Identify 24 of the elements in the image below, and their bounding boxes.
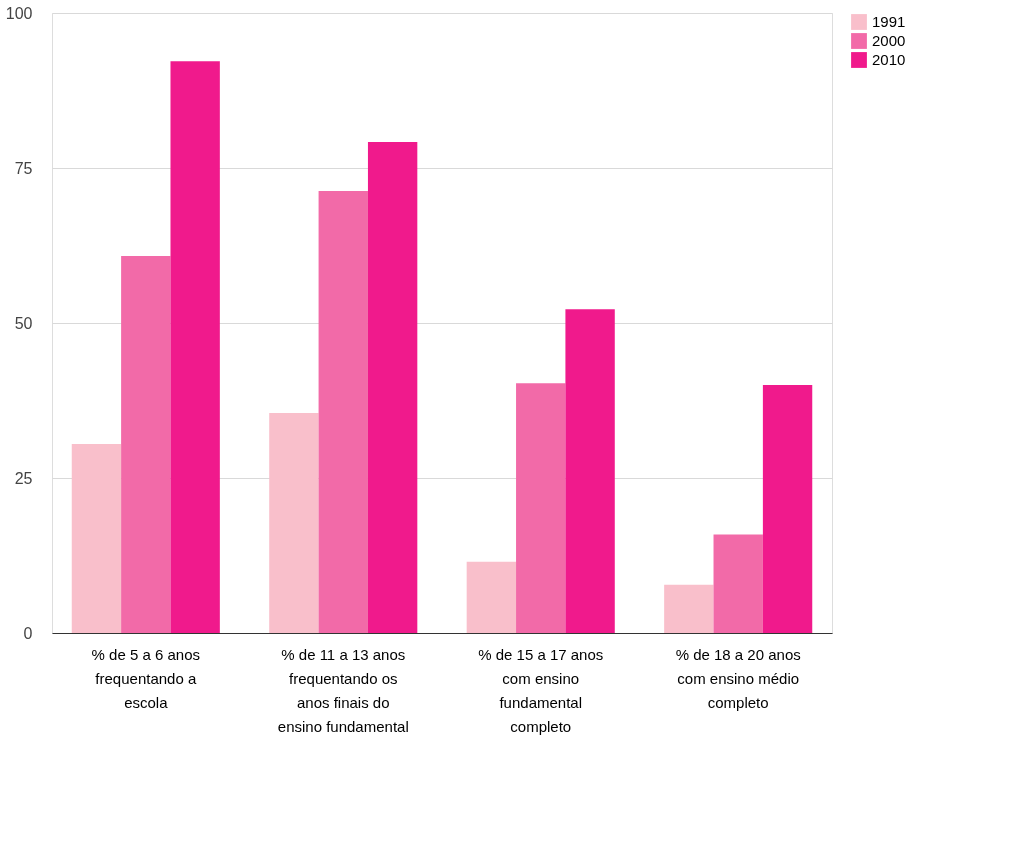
- bar: [762, 385, 813, 633]
- y-tick-label: 50: [14, 314, 33, 332]
- y-tick-label: 75: [14, 159, 33, 177]
- bar: [121, 256, 171, 633]
- x-tick-label: % de 18 a 20 anos com ensino médio completo: [675, 645, 801, 711]
- bar: [367, 141, 418, 633]
- bar: [269, 412, 319, 633]
- x-tick-label: % de 15 a 17 anos com ensino fundamental completo: [478, 645, 604, 735]
- bar: [170, 61, 220, 633]
- x-tick-label: % de 5 a 6 anos frequentando a escola: [91, 645, 201, 711]
- bar: [318, 190, 368, 633]
- bar: [713, 534, 763, 633]
- y-tick-label: 0: [23, 624, 33, 642]
- bar: [71, 443, 122, 633]
- x-tick-label: % de 11 a 13 anos frequentando os anos finais do ensino fundamental: [277, 645, 409, 735]
- legend-label: 2000: [872, 32, 906, 49]
- bar: [565, 309, 615, 633]
- y-tick-label: 100: [5, 4, 33, 22]
- legend-label: 2010: [872, 51, 906, 68]
- bar: [516, 383, 566, 633]
- bar: [664, 584, 714, 633]
- legend-label: 1991: [872, 13, 906, 30]
- y-tick-label: 25: [14, 469, 33, 487]
- bar: [466, 561, 517, 633]
